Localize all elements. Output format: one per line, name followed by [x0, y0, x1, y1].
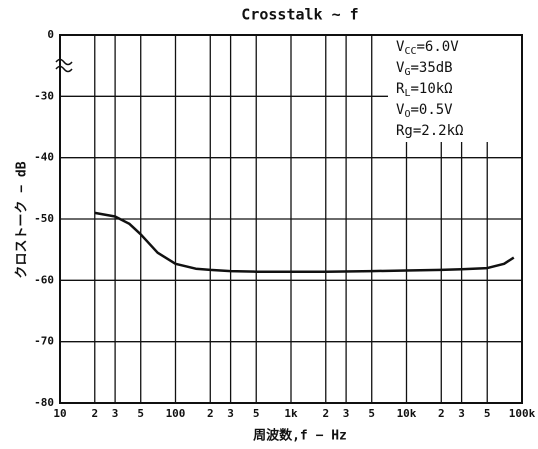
annotation-value: =2.2kΩ — [413, 123, 464, 139]
x-tick-label: 5 — [484, 407, 491, 420]
x-tick-label: 3 — [227, 407, 234, 420]
x-tick-label: 2 — [322, 407, 329, 420]
annotation-symbol: V — [396, 60, 405, 76]
annotation-value: =6.0V — [416, 39, 459, 55]
annotation-symbol: V — [396, 39, 405, 55]
x-tick-label: 5 — [368, 407, 375, 420]
x-axis-label: 周波数,f − Hz — [253, 428, 347, 444]
x-tick-label: 3 — [458, 407, 465, 420]
data-line — [94, 211, 515, 273]
x-tick-label: 3 — [112, 407, 119, 420]
annotation-value: =10kΩ — [410, 81, 452, 97]
annotation-subscript: L — [404, 88, 410, 99]
x-tick-label: 100 — [166, 407, 186, 420]
annotation-subscript: G — [404, 67, 410, 78]
axis-break — [55, 58, 73, 73]
x-tick-label: 2 — [438, 407, 445, 420]
x-tick-label: 10k — [397, 407, 417, 420]
y-tick-label: -80 — [34, 396, 54, 409]
y-tick-label: -60 — [34, 273, 54, 286]
annotation-symbol: R — [396, 81, 405, 97]
x-tick-label: 5 — [253, 407, 260, 420]
annotation: VCC=6.0V — [396, 39, 459, 57]
y-tick-label: -50 — [34, 212, 54, 225]
y-tick-label: -70 — [34, 335, 54, 348]
y-tick-label: -40 — [34, 151, 54, 164]
annotation-symbol: V — [396, 102, 405, 118]
y-tick-label: 0 — [47, 28, 54, 41]
chart-title: Crosstalk ~ f — [241, 6, 358, 24]
x-tick-label: 3 — [343, 407, 350, 420]
x-tick-label: 5 — [137, 407, 144, 420]
x-tick-label: 100k — [509, 407, 536, 420]
annotation: VO=0.5V — [396, 102, 453, 120]
annotation-symbol: Rg — [396, 123, 413, 139]
x-tick-label: 2 — [91, 407, 98, 420]
annotation: RL=10kΩ — [396, 81, 453, 99]
x-tick-label: 1k — [284, 407, 298, 420]
annotation-box — [388, 36, 521, 142]
annotation-value: =35dB — [410, 60, 452, 76]
y-axis-label: クロストーク − dB — [15, 161, 30, 278]
annotation-subscript: O — [404, 109, 410, 120]
y-tick-label: -30 — [34, 89, 54, 102]
x-tick-label: 2 — [207, 407, 214, 420]
annotation: VG=35dB — [396, 60, 453, 78]
annotation-subscript: CC — [404, 46, 416, 57]
annotation: Rg=2.2kΩ — [396, 123, 463, 139]
annotation-value: =0.5V — [410, 102, 453, 118]
x-tick-label: 10 — [53, 407, 66, 420]
